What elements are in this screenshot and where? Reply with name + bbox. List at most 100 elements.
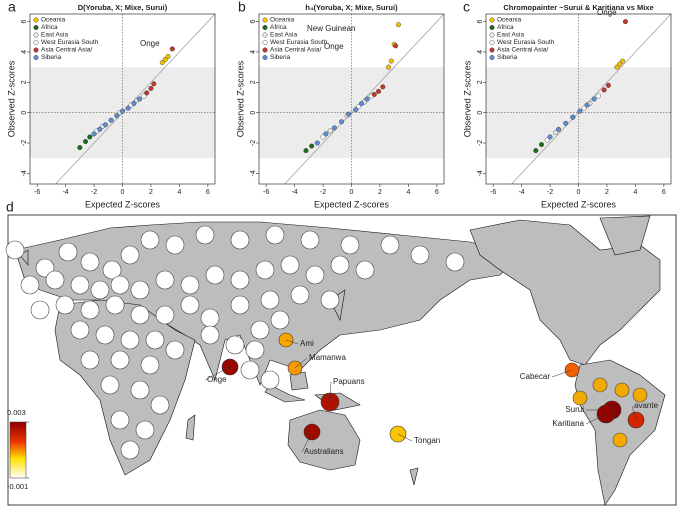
- point: [97, 126, 103, 132]
- x-tick-label: -2: [320, 189, 326, 196]
- population-marker: [5, 240, 25, 260]
- population-marker: [320, 290, 340, 310]
- point: [371, 91, 377, 97]
- y-tick-label: -2: [250, 140, 257, 146]
- y-tick-label: 4: [250, 50, 257, 54]
- point: [323, 131, 329, 137]
- y-tick-label: -4: [250, 170, 257, 176]
- point: [159, 60, 165, 66]
- population-marker: [250, 320, 270, 340]
- chart-title: D(Yoruba, X; Mixe, Surui): [78, 3, 168, 12]
- population-marker: [260, 370, 280, 390]
- population-marker: [105, 295, 125, 315]
- panel-letter: b: [238, 0, 246, 15]
- population-marker: [200, 308, 220, 328]
- population-marker: [110, 275, 130, 295]
- point: [622, 19, 628, 25]
- point: [108, 117, 114, 123]
- legend-swatch: [262, 55, 268, 61]
- identity-line: [284, 13, 445, 185]
- y-tick-label: 6: [21, 20, 28, 24]
- population-label: Onge: [207, 375, 227, 384]
- population-marker: [180, 275, 200, 295]
- population-marker: [255, 260, 275, 280]
- legend-swatch: [33, 40, 39, 46]
- x-axis-label: Expected Z-scores: [541, 199, 617, 209]
- panel-letter: c: [463, 0, 470, 15]
- population-label: Australians: [304, 447, 344, 456]
- point: [77, 145, 83, 151]
- population-marker: [100, 375, 120, 395]
- y-tick-label: 0: [477, 111, 484, 115]
- legend-label: Oceania: [497, 17, 522, 24]
- y-tick-label: -2: [21, 140, 28, 146]
- population-marker: [155, 270, 175, 290]
- point: [581, 105, 587, 111]
- x-tick-label: -4: [518, 189, 524, 196]
- point: [364, 96, 370, 102]
- point: [563, 120, 569, 126]
- population-marker: [130, 380, 150, 400]
- population-marker: [230, 270, 250, 290]
- point: [91, 131, 97, 137]
- point: [533, 148, 539, 154]
- population-marker: [155, 305, 175, 325]
- annotation: Onge: [597, 8, 617, 17]
- population-marker: [80, 300, 100, 320]
- population-label: Cabecar: [520, 372, 551, 381]
- population-marker: [612, 432, 628, 448]
- legend-swatch: [489, 55, 495, 61]
- y-tick-label: -2: [477, 140, 484, 146]
- population-marker: [80, 350, 100, 370]
- point: [353, 107, 359, 113]
- legend-swatch: [262, 40, 268, 46]
- point: [595, 93, 601, 99]
- chart-title: Chromopainter ~Surui & Karitiana vs Mixe: [503, 3, 653, 12]
- point: [102, 122, 108, 128]
- population-marker: [30, 300, 50, 320]
- point: [544, 137, 550, 143]
- point: [303, 148, 309, 154]
- label-leader: [329, 381, 332, 403]
- point: [539, 142, 545, 148]
- point: [309, 143, 315, 149]
- label-leader: [294, 357, 308, 369]
- point: [605, 82, 611, 88]
- y-tick-label: -4: [21, 170, 28, 176]
- population-marker: [95, 325, 115, 345]
- legend-label: Africa: [41, 24, 58, 31]
- legend-label: Africa: [497, 24, 514, 31]
- chart-title: h₄(Yoruba, X; Mixe, Surui): [305, 3, 398, 12]
- label-leader: [397, 433, 413, 442]
- point: [165, 54, 171, 60]
- x-tick-label: -2: [91, 189, 97, 196]
- colorbar: [9, 421, 27, 479]
- legend-swatch: [489, 47, 495, 53]
- population-marker: [340, 235, 360, 255]
- population-marker: [140, 230, 160, 250]
- legend-label: East Asia: [270, 32, 297, 39]
- point: [614, 64, 620, 70]
- x-axis-label: Expected Z-scores: [314, 199, 390, 209]
- population-marker: [102, 260, 122, 280]
- point: [388, 58, 394, 64]
- legend-swatch: [262, 47, 268, 53]
- legend-swatch: [262, 32, 268, 38]
- point: [617, 61, 623, 67]
- point: [601, 87, 607, 93]
- population-marker: [240, 360, 260, 380]
- panel-letter: d: [6, 199, 14, 215]
- population-marker: [195, 225, 215, 245]
- legend-label: Siberia: [41, 54, 62, 61]
- point: [314, 140, 320, 146]
- legend-label: Siberia: [270, 54, 291, 61]
- point: [131, 101, 137, 107]
- point: [148, 85, 154, 91]
- point: [584, 102, 590, 108]
- point: [395, 22, 401, 28]
- point: [570, 114, 576, 120]
- y-axis-label: Observed Z-scores: [6, 60, 16, 137]
- point: [386, 64, 392, 70]
- x-tick-label: -6: [263, 189, 269, 196]
- point: [393, 43, 399, 49]
